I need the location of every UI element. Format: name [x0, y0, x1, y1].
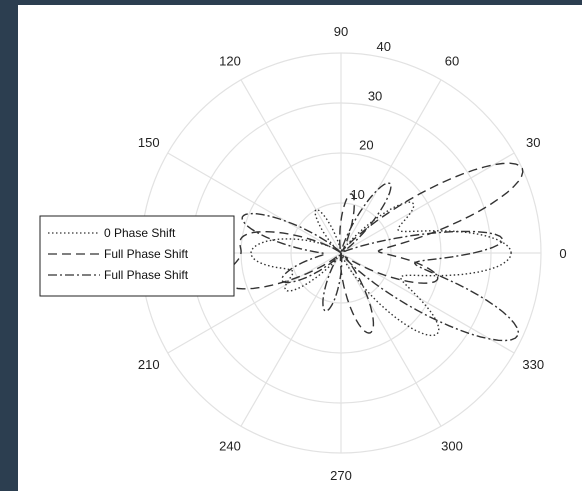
grid-spoke-150 [167, 152, 342, 254]
grid-spoke-30 [340, 152, 515, 254]
grid-spoke-210 [167, 252, 342, 354]
r-tick-20: 20 [359, 138, 373, 153]
figure-panel: 0306090120150180210240270300330 10203040… [18, 5, 582, 491]
legend-label-1: 0 Phase Shift [104, 226, 176, 240]
theta-tick-30: 30 [526, 135, 540, 150]
theta-tick-90: 90 [334, 24, 348, 39]
grid-spoke-60 [340, 79, 442, 254]
theta-tick-300: 300 [441, 438, 463, 453]
theta-tick-0: 0 [559, 246, 566, 261]
theta-tick-150: 150 [138, 135, 160, 150]
legend-label-3: Full Phase Shift [104, 268, 189, 282]
theta-tick-240: 240 [219, 438, 241, 453]
theta-tick-330: 330 [522, 357, 544, 372]
legend-label-2: Full Phase Shift [104, 247, 189, 261]
theta-tick-270: 270 [330, 468, 352, 483]
r-tick-40: 40 [376, 39, 390, 54]
series-line-1 [250, 201, 512, 337]
series-group [223, 162, 524, 342]
theta-tick-120: 120 [219, 54, 241, 69]
polar-plot: 0306090120150180210240270300330 10203040… [39, 24, 567, 483]
r-tick-30: 30 [368, 88, 382, 103]
legend-box [39, 215, 235, 297]
grid-spoke-120 [240, 79, 342, 254]
theta-tick-60: 60 [445, 54, 459, 69]
grid-spoke-300 [340, 252, 442, 427]
series-line-2 [223, 162, 524, 334]
grid-spoke-240 [240, 252, 342, 427]
legend: 0 Phase Shift Full Phase Shift Full Phase … [39, 215, 235, 297]
theta-tick-210: 210 [138, 357, 160, 372]
series-line-3 [241, 182, 520, 342]
